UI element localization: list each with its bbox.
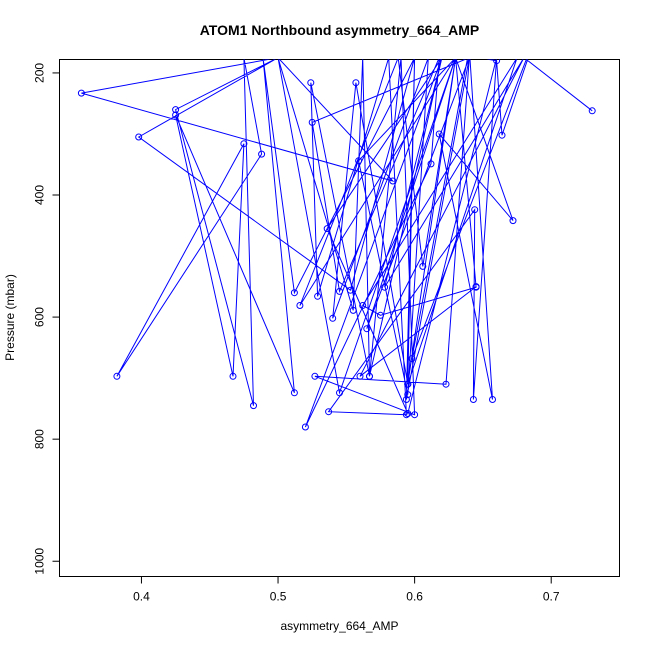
- y-tick-label: 800: [33, 429, 47, 449]
- data-point: [229, 372, 237, 380]
- data-point: [250, 402, 257, 410]
- y-tick-label: 600: [33, 307, 47, 327]
- data-point: [346, 286, 354, 294]
- data-point: [493, 59, 501, 65]
- data-point: [301, 423, 309, 431]
- data-point: [402, 396, 410, 403]
- data-point: [404, 391, 412, 399]
- x-tick-label: 0.7: [543, 590, 560, 604]
- y-tick-label: 1000: [33, 548, 47, 575]
- data-point: [308, 118, 316, 126]
- data-point: [329, 314, 337, 322]
- y-axis-label: Pressure (mbar): [3, 274, 17, 361]
- data-point: [489, 396, 496, 403]
- data-point: [336, 389, 343, 397]
- data-point: [366, 372, 373, 380]
- data-point: [402, 411, 410, 419]
- data-point: [509, 217, 517, 225]
- data-point: [381, 283, 389, 291]
- data-point: [77, 89, 85, 97]
- data-point: [588, 107, 596, 115]
- data-point: [307, 79, 315, 87]
- data-point: [471, 206, 479, 214]
- data-point: [469, 396, 477, 403]
- x-axis: 0.4 0.5 0.6 0.7: [133, 576, 560, 604]
- data-point: [323, 225, 331, 233]
- data-point: [172, 106, 180, 114]
- data-series: [77, 59, 596, 431]
- x-tick-label: 0.5: [270, 590, 287, 604]
- data-point: [355, 157, 363, 165]
- data-point: [377, 311, 384, 319]
- data-point: [240, 140, 248, 148]
- data-point: [325, 408, 333, 416]
- data-point: [404, 380, 412, 388]
- data-point: [314, 292, 322, 300]
- data-point: [172, 111, 180, 119]
- series-line: [81, 59, 593, 428]
- data-point: [349, 306, 357, 314]
- data-point: [404, 410, 412, 417]
- data-point: [296, 302, 304, 309]
- chart-title: ATOM1 Northbound asymmetry_664_AMP: [200, 22, 480, 38]
- data-point: [427, 160, 435, 168]
- x-axis-label: asymmetry_664_AMP: [280, 619, 398, 633]
- data-point: [363, 325, 371, 333]
- data-point: [389, 177, 397, 185]
- data-point: [408, 355, 416, 363]
- x-tick-label: 0.4: [133, 590, 150, 604]
- data-point: [498, 131, 506, 139]
- data-point: [411, 411, 419, 419]
- data-point: [359, 302, 367, 309]
- data-point: [356, 372, 364, 380]
- data-point: [419, 262, 427, 270]
- data-point: [336, 287, 343, 295]
- data-point: [135, 133, 143, 141]
- data-point: [113, 372, 121, 380]
- data-point: [311, 372, 319, 380]
- data-point: [442, 380, 450, 388]
- y-tick-label: 400: [33, 185, 47, 205]
- data-point: [290, 389, 298, 397]
- data-point: [258, 150, 266, 158]
- data-point: [472, 283, 480, 291]
- data-point: [352, 79, 360, 87]
- data-point: [290, 289, 298, 297]
- data-point: [435, 130, 443, 138]
- y-axis: 200 400 600 800 1000: [33, 63, 60, 575]
- y-tick-label: 200: [33, 63, 47, 83]
- x-tick-label: 0.6: [406, 590, 423, 604]
- plot-frame: [59, 59, 620, 577]
